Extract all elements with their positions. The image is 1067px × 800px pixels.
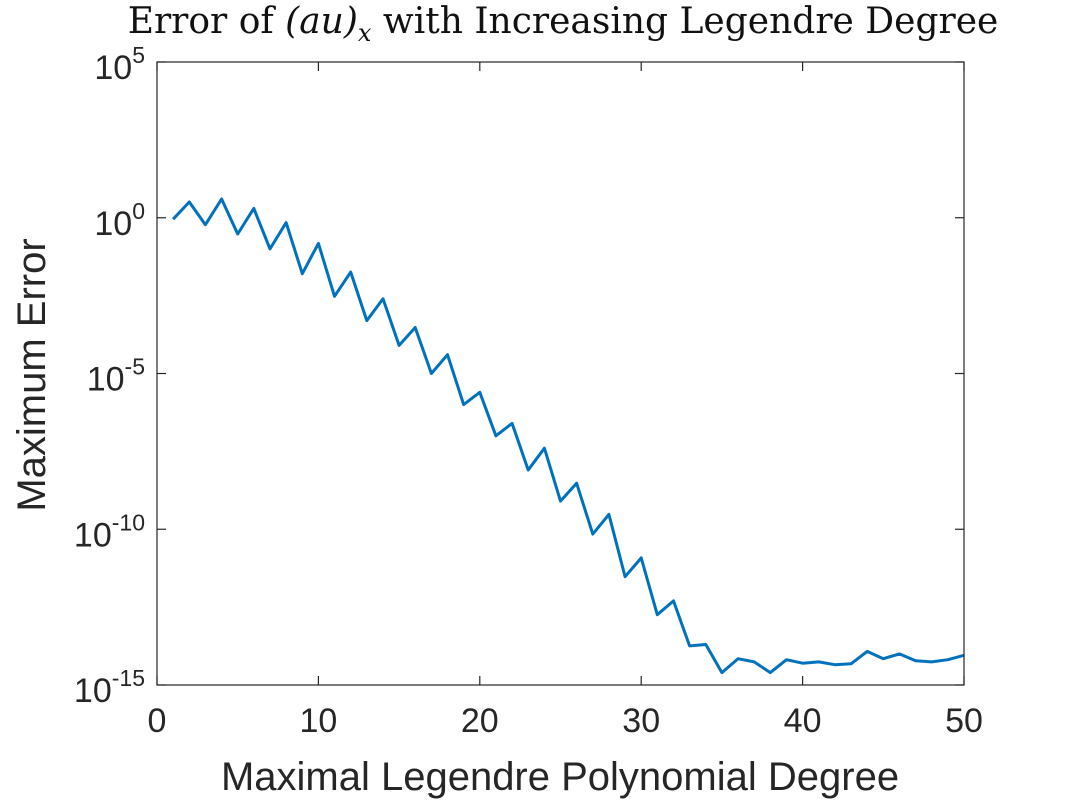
axes-box (156, 61, 965, 686)
y-tick-exponent: -10 (112, 509, 145, 535)
y-tick-exponent: -15 (112, 665, 145, 691)
x-tick-label: 10 (299, 702, 337, 740)
y-tick-base: 10 (94, 205, 132, 243)
series-line (172, 197, 965, 675)
x-tick-label: 50 (945, 702, 983, 740)
x-tick-label: 40 (784, 702, 822, 740)
chart-title-prefix: Error of (128, 1, 285, 42)
chart-title-subscript: x (358, 19, 372, 47)
y-tick-label: 100 (94, 198, 145, 243)
x-axis-ticks: 0 10 20 30 40 50 (148, 62, 983, 740)
y-tick-exponent: 0 (132, 198, 145, 224)
y-tick-label: 10-5 (87, 354, 145, 399)
chart-title-suffix: with Increasing Legendre Degree (371, 1, 998, 42)
y-tick-base: 10 (94, 49, 132, 87)
chart-title-math: (au) (285, 1, 358, 42)
x-tick-label: 30 (622, 702, 660, 740)
plot-area (172, 197, 965, 675)
y-axis-label: Maximum Error (10, 238, 54, 511)
x-tick-label: 20 (461, 702, 499, 740)
y-tick-base: 10 (74, 516, 112, 554)
y-tick-base: 10 (74, 672, 112, 710)
chart-title: Error of (au)x with Increasing Legendre … (128, 1, 999, 47)
y-tick-exponent: 5 (132, 42, 145, 68)
y-tick-label: 105 (94, 42, 145, 87)
y-tick-label: 10-10 (74, 509, 145, 554)
y-tick-exponent: -5 (125, 354, 145, 380)
y-tick-label: 10-15 (74, 665, 145, 710)
x-tick-label: 0 (148, 702, 167, 740)
y-tick-base: 10 (87, 361, 125, 399)
x-axis-label: Maximal Legendre Polynomial Degree (221, 755, 899, 799)
